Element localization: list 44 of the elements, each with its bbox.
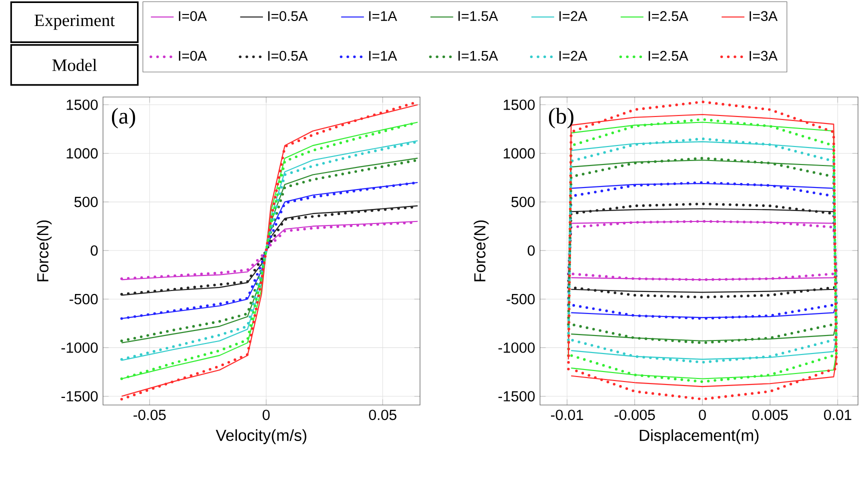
legend-label: I=3A xyxy=(750,50,778,61)
legend-label: I=2A xyxy=(559,50,588,61)
x-tick-label: 0 xyxy=(698,410,706,420)
x-tick-label: 0.005 xyxy=(752,410,788,420)
y-tick-label: 1500 xyxy=(66,100,98,110)
y-tick-label: 0 xyxy=(90,245,98,256)
x-tick-label: -0.01 xyxy=(551,410,584,420)
y-tick-label: 0 xyxy=(528,245,535,256)
legend-label: I=1.5A xyxy=(458,11,498,21)
x-tick-label: 0.05 xyxy=(369,410,396,420)
x-tick-label: -0.005 xyxy=(614,410,655,420)
legend-label: I=0A xyxy=(178,11,207,22)
x-axis-title: Displacement(m) xyxy=(640,429,758,444)
text: Experiment xyxy=(34,14,115,30)
legend-label: I=2.5A xyxy=(648,11,688,22)
x-tick-label: 0 xyxy=(262,410,270,420)
legend-label: I=1A xyxy=(369,50,398,61)
y-tick-label: -1500 xyxy=(61,391,98,402)
y-tick-label: -500 xyxy=(70,294,98,304)
legend-label: I=0.5A xyxy=(268,50,308,61)
text: Model xyxy=(52,58,97,72)
y-tick-label: -500 xyxy=(506,294,535,304)
y-tick-label: 500 xyxy=(511,196,535,208)
legend-label: I=3A xyxy=(750,11,778,22)
y-tick-label: 1000 xyxy=(504,148,535,159)
y-axis-title: Force(N) xyxy=(474,220,489,282)
annotation: (a) xyxy=(112,108,136,128)
x-tick-label: -0.05 xyxy=(134,410,166,420)
y-tick-label: 500 xyxy=(74,196,98,208)
legend-label: I=1.5A xyxy=(458,50,498,61)
y-tick-label: 1000 xyxy=(66,148,98,159)
y-tick-label: -1000 xyxy=(61,342,98,353)
x-tick-label: 0.01 xyxy=(824,410,852,420)
legend-label: I=2.5A xyxy=(648,50,688,61)
legend-label: I=2A xyxy=(559,11,588,21)
legend-label: I=0.5A xyxy=(268,11,308,22)
y-tick-label: -1500 xyxy=(498,391,535,402)
legend-label: I=0A xyxy=(178,50,207,61)
y-tick-label: -1000 xyxy=(498,342,535,353)
legend-label: I=1A xyxy=(369,11,398,21)
y-axis-title: Force(N) xyxy=(36,220,52,282)
y-tick-label: 1500 xyxy=(504,100,535,110)
x-axis-title: Velocity(m/s) xyxy=(216,429,306,444)
annotation: (b) xyxy=(548,108,574,128)
